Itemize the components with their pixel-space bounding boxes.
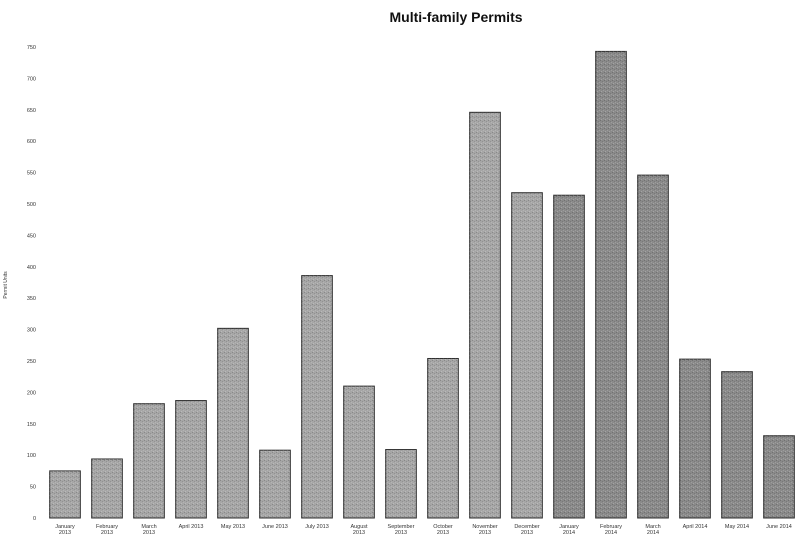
y-tick-label: 0	[33, 516, 36, 522]
bar-texture	[763, 435, 795, 518]
x-category-label-line: October	[433, 524, 453, 530]
bar-texture	[133, 403, 165, 518]
y-tick-label: 100	[27, 453, 36, 459]
x-category-label-line: August	[350, 524, 368, 530]
bar-texture	[637, 175, 669, 519]
y-tick-label: 50	[30, 485, 36, 491]
bar-texture	[427, 358, 459, 518]
x-category-label-line: December	[514, 524, 540, 530]
bar-texture	[469, 112, 501, 518]
x-category-label-line: July 2013	[305, 524, 329, 530]
x-category-label: February 2013	[96, 524, 118, 536]
x-category-label-line: February	[600, 524, 622, 530]
x-category-label: May 2013	[221, 524, 245, 530]
x-category-label: October 2013	[433, 524, 453, 536]
x-category-label-line: 2014	[647, 530, 659, 536]
x-category-label-line: 2014	[605, 530, 617, 536]
x-category-label-line: 2013	[353, 530, 365, 536]
x-category-label: August 2013	[350, 524, 368, 536]
y-axis-label: Permit Units	[3, 271, 9, 299]
x-category-label: January 2014	[559, 524, 579, 536]
bar-texture	[259, 450, 291, 518]
x-category-label-line: January	[55, 524, 75, 530]
bar-texture	[721, 371, 753, 518]
x-category-label-line: 2013	[59, 530, 71, 536]
y-tick-label: 650	[27, 108, 36, 114]
x-category-label-line: April 2014	[683, 524, 708, 530]
y-tick-label: 500	[27, 202, 36, 208]
x-category-label: June 2013	[262, 524, 288, 530]
x-category-label-line: 2013	[437, 530, 449, 536]
x-category-label-line: June 2013	[262, 524, 288, 530]
y-axis-ticks: 0 50 100 150 200 250 300 350 400 450 500 550 600 650 7…	[27, 45, 36, 522]
y-tick-label: 350	[27, 296, 36, 302]
x-category-label-line: 2013	[521, 530, 533, 536]
bar-texture	[595, 51, 627, 519]
x-category-label-line: 2013	[479, 530, 491, 536]
x-category-label: March 2014	[645, 524, 660, 536]
x-category-label: April 2013	[179, 524, 204, 530]
chart-title: Multi-family Permits	[389, 9, 522, 25]
x-category-label-line: November	[472, 524, 498, 530]
bars	[49, 50, 795, 519]
x-category-label: March 2013	[141, 524, 156, 536]
x-category-label: November 2013	[472, 524, 498, 536]
x-category-label-line: 2013	[143, 530, 155, 536]
bar-texture	[385, 449, 417, 518]
x-category-label: February 2014	[600, 524, 622, 536]
x-category-label-line: February	[96, 524, 118, 530]
bar-texture	[91, 458, 123, 518]
x-category-label-line: September	[388, 524, 415, 530]
x-category-label-line: May 2014	[725, 524, 749, 530]
y-tick-label: 550	[27, 171, 36, 177]
y-tick-label: 300	[27, 328, 36, 334]
x-category-label-line: 2014	[563, 530, 575, 536]
y-tick-label: 250	[27, 359, 36, 365]
x-category-label-line: June 2014	[766, 524, 792, 530]
y-tick-label: 200	[27, 390, 36, 396]
x-category-label-line: March	[141, 524, 156, 530]
x-category-label-line: January	[559, 524, 579, 530]
y-tick-label: 450	[27, 233, 36, 239]
x-category-label-line: 2013	[395, 530, 407, 536]
y-tick-label: 600	[27, 139, 36, 145]
x-category-label: April 2014	[683, 524, 708, 530]
x-category-label-line: March	[645, 524, 660, 530]
x-category-label: June 2014	[766, 524, 792, 530]
y-tick-label: 400	[27, 265, 36, 271]
x-category-label-line: May 2013	[221, 524, 245, 530]
x-category-label: September 2013	[388, 524, 415, 536]
x-category-label: January 2013	[55, 524, 75, 536]
bar-texture	[511, 192, 543, 518]
bar-texture	[217, 328, 249, 518]
x-category-label: December 2013	[514, 524, 540, 536]
y-tick-label: 150	[27, 422, 36, 428]
x-category-label-line: April 2013	[179, 524, 204, 530]
x-category-label-line: 2013	[101, 530, 113, 536]
y-tick-label: 700	[27, 76, 36, 82]
bar-texture	[553, 195, 585, 518]
bar-texture	[175, 400, 207, 518]
x-category-label: May 2014	[725, 524, 749, 530]
bar-texture	[679, 359, 711, 518]
bar-texture	[301, 275, 333, 518]
x-category-label: July 2013	[305, 524, 329, 530]
bar-texture	[343, 386, 375, 518]
y-tick-label: 750	[27, 45, 36, 51]
bar-texture	[49, 470, 81, 518]
